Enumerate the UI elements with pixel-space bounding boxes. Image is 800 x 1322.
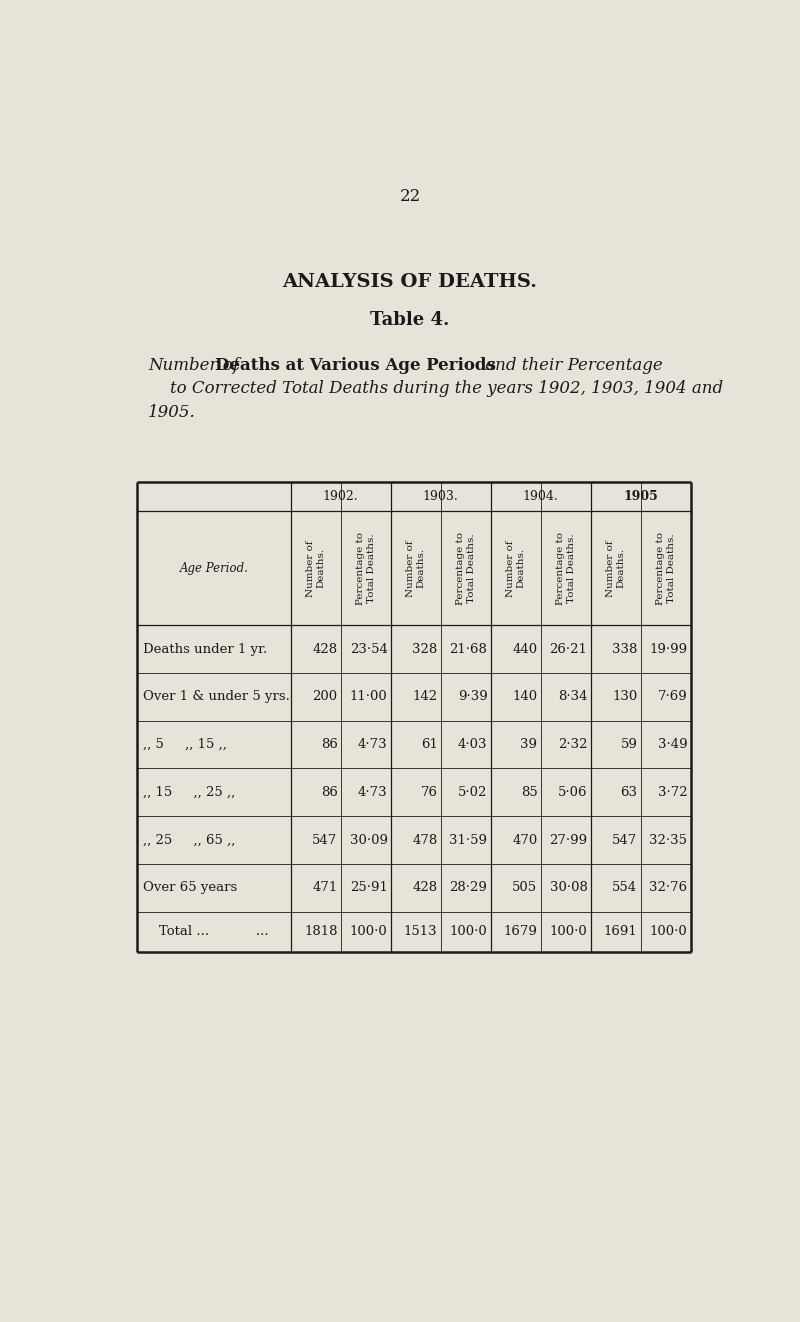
Text: 554: 554 (612, 882, 638, 894)
Text: 59: 59 (621, 738, 638, 751)
Text: 30·09: 30·09 (350, 834, 387, 846)
Text: ,, 5     ,, 15 ,,: ,, 5 ,, 15 ,, (143, 738, 227, 751)
Text: 1679: 1679 (504, 925, 538, 939)
Text: 31·59: 31·59 (450, 834, 487, 846)
Text: 1904.: 1904. (522, 490, 558, 504)
Text: 100·0: 100·0 (450, 925, 487, 939)
Text: Number of: Number of (148, 357, 242, 374)
Text: 39: 39 (521, 738, 538, 751)
Text: 11·00: 11·00 (350, 690, 387, 703)
Text: 130: 130 (612, 690, 638, 703)
Text: 5·02: 5·02 (458, 785, 487, 798)
Text: Table 4.: Table 4. (370, 311, 450, 329)
Text: 328: 328 (412, 642, 438, 656)
Text: Number of
Deaths.: Number of Deaths. (606, 539, 626, 596)
Text: 100·0: 100·0 (650, 925, 687, 939)
Text: 3·72: 3·72 (658, 785, 687, 798)
Text: 32·35: 32·35 (650, 834, 687, 846)
Text: Percentage to
Total Deaths.: Percentage to Total Deaths. (555, 531, 576, 604)
Text: 100·0: 100·0 (350, 925, 387, 939)
Text: 30·08: 30·08 (550, 882, 587, 894)
Text: 61: 61 (421, 738, 438, 751)
Text: 1691: 1691 (604, 925, 638, 939)
Text: ,, 25     ,, 65 ,,: ,, 25 ,, 65 ,, (143, 834, 236, 846)
Text: 85: 85 (521, 785, 538, 798)
Text: 28·29: 28·29 (450, 882, 487, 894)
Text: 547: 547 (612, 834, 638, 846)
Text: 1903.: 1903. (422, 490, 458, 504)
Text: 86: 86 (321, 738, 338, 751)
Text: ANALYSIS OF DEATHS.: ANALYSIS OF DEATHS. (282, 272, 538, 291)
Text: Over 1 & under 5 yrs.: Over 1 & under 5 yrs. (143, 690, 290, 703)
Text: 478: 478 (412, 834, 438, 846)
Text: 1905.: 1905. (148, 403, 196, 420)
Text: 4·03: 4·03 (458, 738, 487, 751)
Text: Number of
Deaths.: Number of Deaths. (406, 539, 426, 596)
Text: 471: 471 (312, 882, 338, 894)
Text: 1818: 1818 (304, 925, 338, 939)
Text: Deaths at Various Age Periods: Deaths at Various Age Periods (214, 357, 495, 374)
Text: 547: 547 (312, 834, 338, 846)
Text: 23·54: 23·54 (350, 642, 387, 656)
Text: 19·99: 19·99 (650, 642, 687, 656)
Text: 9·39: 9·39 (458, 690, 487, 703)
Text: 7·69: 7·69 (658, 690, 687, 703)
Text: 32·76: 32·76 (650, 882, 687, 894)
Text: 86: 86 (321, 785, 338, 798)
Text: Total ...           ...: Total ... ... (159, 925, 269, 939)
Text: 63: 63 (621, 785, 638, 798)
Text: to Corrected Total Deaths during the years 1902, 1903, 1904 and: to Corrected Total Deaths during the yea… (170, 381, 723, 398)
Text: 27·99: 27·99 (550, 834, 587, 846)
Text: Number of
Deaths.: Number of Deaths. (306, 539, 326, 596)
Text: 338: 338 (612, 642, 638, 656)
Text: 1513: 1513 (404, 925, 438, 939)
Text: and their Percentage: and their Percentage (480, 357, 662, 374)
Text: 5·06: 5·06 (558, 785, 587, 798)
Text: 76: 76 (421, 785, 438, 798)
Text: Percentage to
Total Deaths.: Percentage to Total Deaths. (455, 531, 476, 604)
Text: 1902.: 1902. (323, 490, 358, 504)
Text: 440: 440 (512, 642, 538, 656)
Text: 428: 428 (412, 882, 438, 894)
Text: 8·34: 8·34 (558, 690, 587, 703)
Text: 21·68: 21·68 (450, 642, 487, 656)
Text: 25·91: 25·91 (350, 882, 387, 894)
Text: 2·32: 2·32 (558, 738, 587, 751)
Text: 505: 505 (512, 882, 538, 894)
Text: Percentage to
Total Deaths.: Percentage to Total Deaths. (355, 531, 376, 604)
Text: 200: 200 (313, 690, 338, 703)
Text: 428: 428 (313, 642, 338, 656)
Text: 4·73: 4·73 (358, 738, 387, 751)
Text: ,, 15     ,, 25 ,,: ,, 15 ,, 25 ,, (143, 785, 236, 798)
Text: 100·0: 100·0 (550, 925, 587, 939)
Text: Number of
Deaths.: Number of Deaths. (506, 539, 526, 596)
Text: Deaths under 1 yr.: Deaths under 1 yr. (143, 642, 268, 656)
Text: Over 65 years: Over 65 years (143, 882, 238, 894)
Text: 4·73: 4·73 (358, 785, 387, 798)
Text: Percentage to
Total Deaths.: Percentage to Total Deaths. (655, 531, 676, 604)
Text: 22: 22 (399, 188, 421, 205)
Text: Age Period.: Age Period. (179, 562, 248, 575)
Text: 26·21: 26·21 (550, 642, 587, 656)
Text: 140: 140 (512, 690, 538, 703)
Text: 142: 142 (412, 690, 438, 703)
Text: 470: 470 (512, 834, 538, 846)
Text: 3·49: 3·49 (658, 738, 687, 751)
Text: 1905: 1905 (623, 490, 658, 504)
